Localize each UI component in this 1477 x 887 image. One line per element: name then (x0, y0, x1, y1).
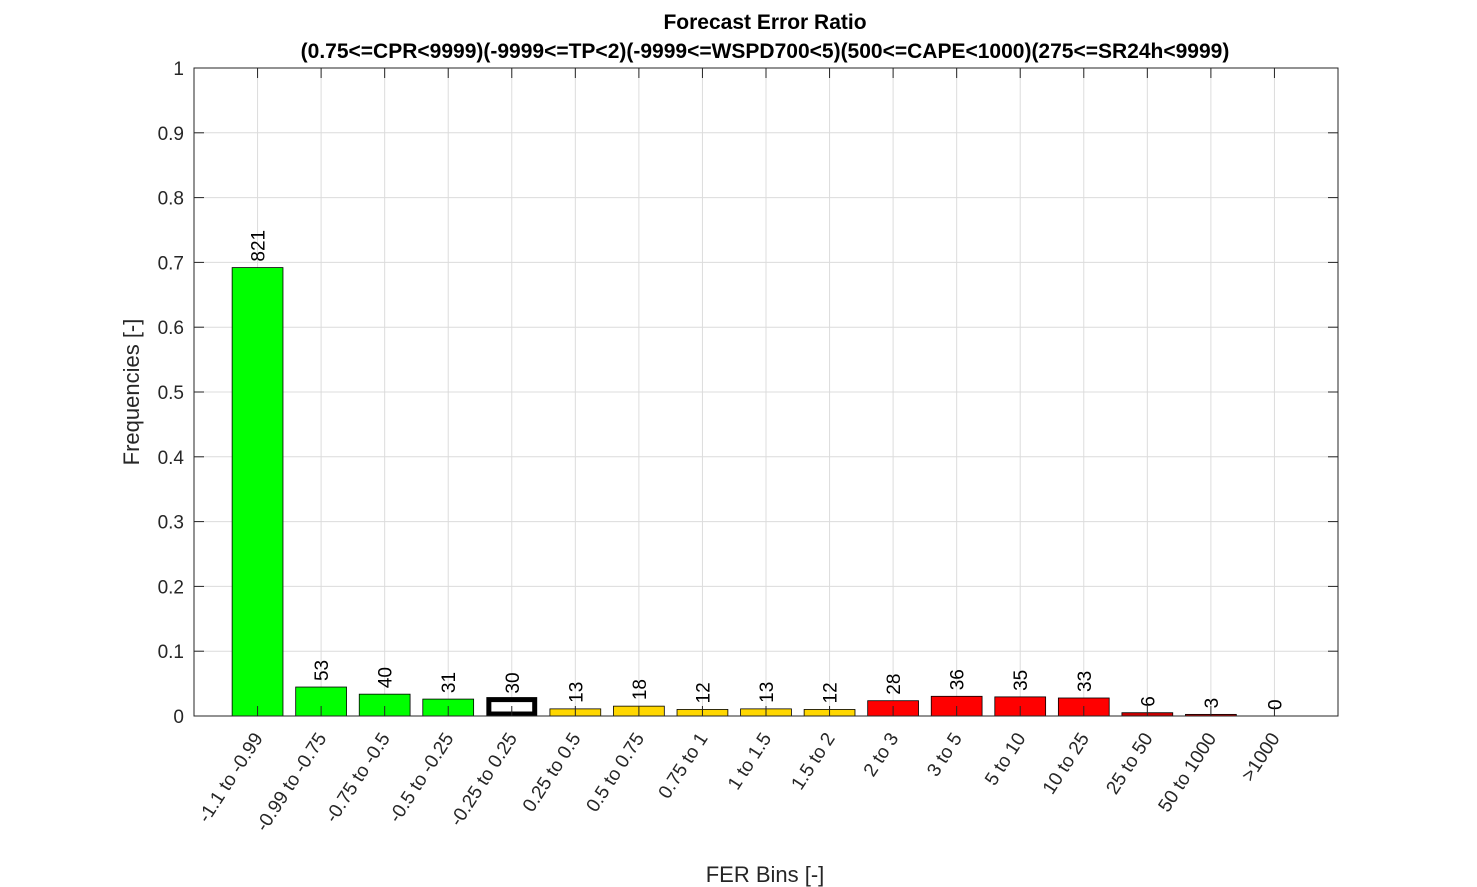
x-axis-label: FER Bins [-] (706, 862, 825, 887)
y-tick-label: 0.7 (158, 253, 184, 274)
bar-count-label: 821 (249, 230, 270, 262)
bar-count-label: 53 (312, 660, 333, 681)
y-tick-label: 0.1 (158, 642, 184, 663)
bar-count-label: 6 (1138, 696, 1159, 707)
bar-count-label: 12 (821, 682, 842, 703)
bar-count-label: 33 (1075, 671, 1096, 692)
bar-count-label: 18 (630, 679, 651, 700)
bar-count-label: 0 (1265, 699, 1286, 710)
y-tick-label: 0.4 (158, 448, 185, 469)
bar-count-label: 40 (376, 667, 397, 688)
chart-title: Forecast Error Ratio (663, 11, 866, 34)
y-tick-label: 0.6 (158, 318, 184, 339)
bar (231, 267, 284, 717)
chart-subtitle: (0.75<=CPR<9999)(-9999<=TP<2)(-9999<=WSP… (301, 40, 1230, 63)
y-tick-label: 1 (173, 59, 184, 80)
bar-count-label: 31 (439, 672, 460, 693)
y-tick-label: 0.9 (158, 124, 184, 145)
bar-count-label: 12 (693, 682, 714, 703)
y-tick-label: 0.5 (158, 383, 184, 404)
y-axis-label: Frequencies [-] (119, 319, 144, 466)
bar-count-label: 3 (1202, 698, 1223, 709)
y-tick-label: 0.8 (158, 189, 184, 210)
bar-count-label: 36 (948, 669, 969, 690)
bar-count-label: 28 (884, 674, 905, 695)
y-tick-label: 0.3 (158, 513, 184, 534)
bar-count-label: 30 (503, 672, 524, 693)
y-tick-label: 0 (173, 707, 184, 728)
y-axis-ticks: 0 0.1 0.2 0.3 0.4 0.5 0.6 0.7 0.8 0.9 1 (158, 59, 1338, 728)
bar-count-label: 13 (566, 682, 587, 703)
bar-count-label: 35 (1011, 670, 1032, 691)
bar-count-label: 13 (757, 682, 778, 703)
y-tick-label: 0.2 (158, 577, 184, 598)
